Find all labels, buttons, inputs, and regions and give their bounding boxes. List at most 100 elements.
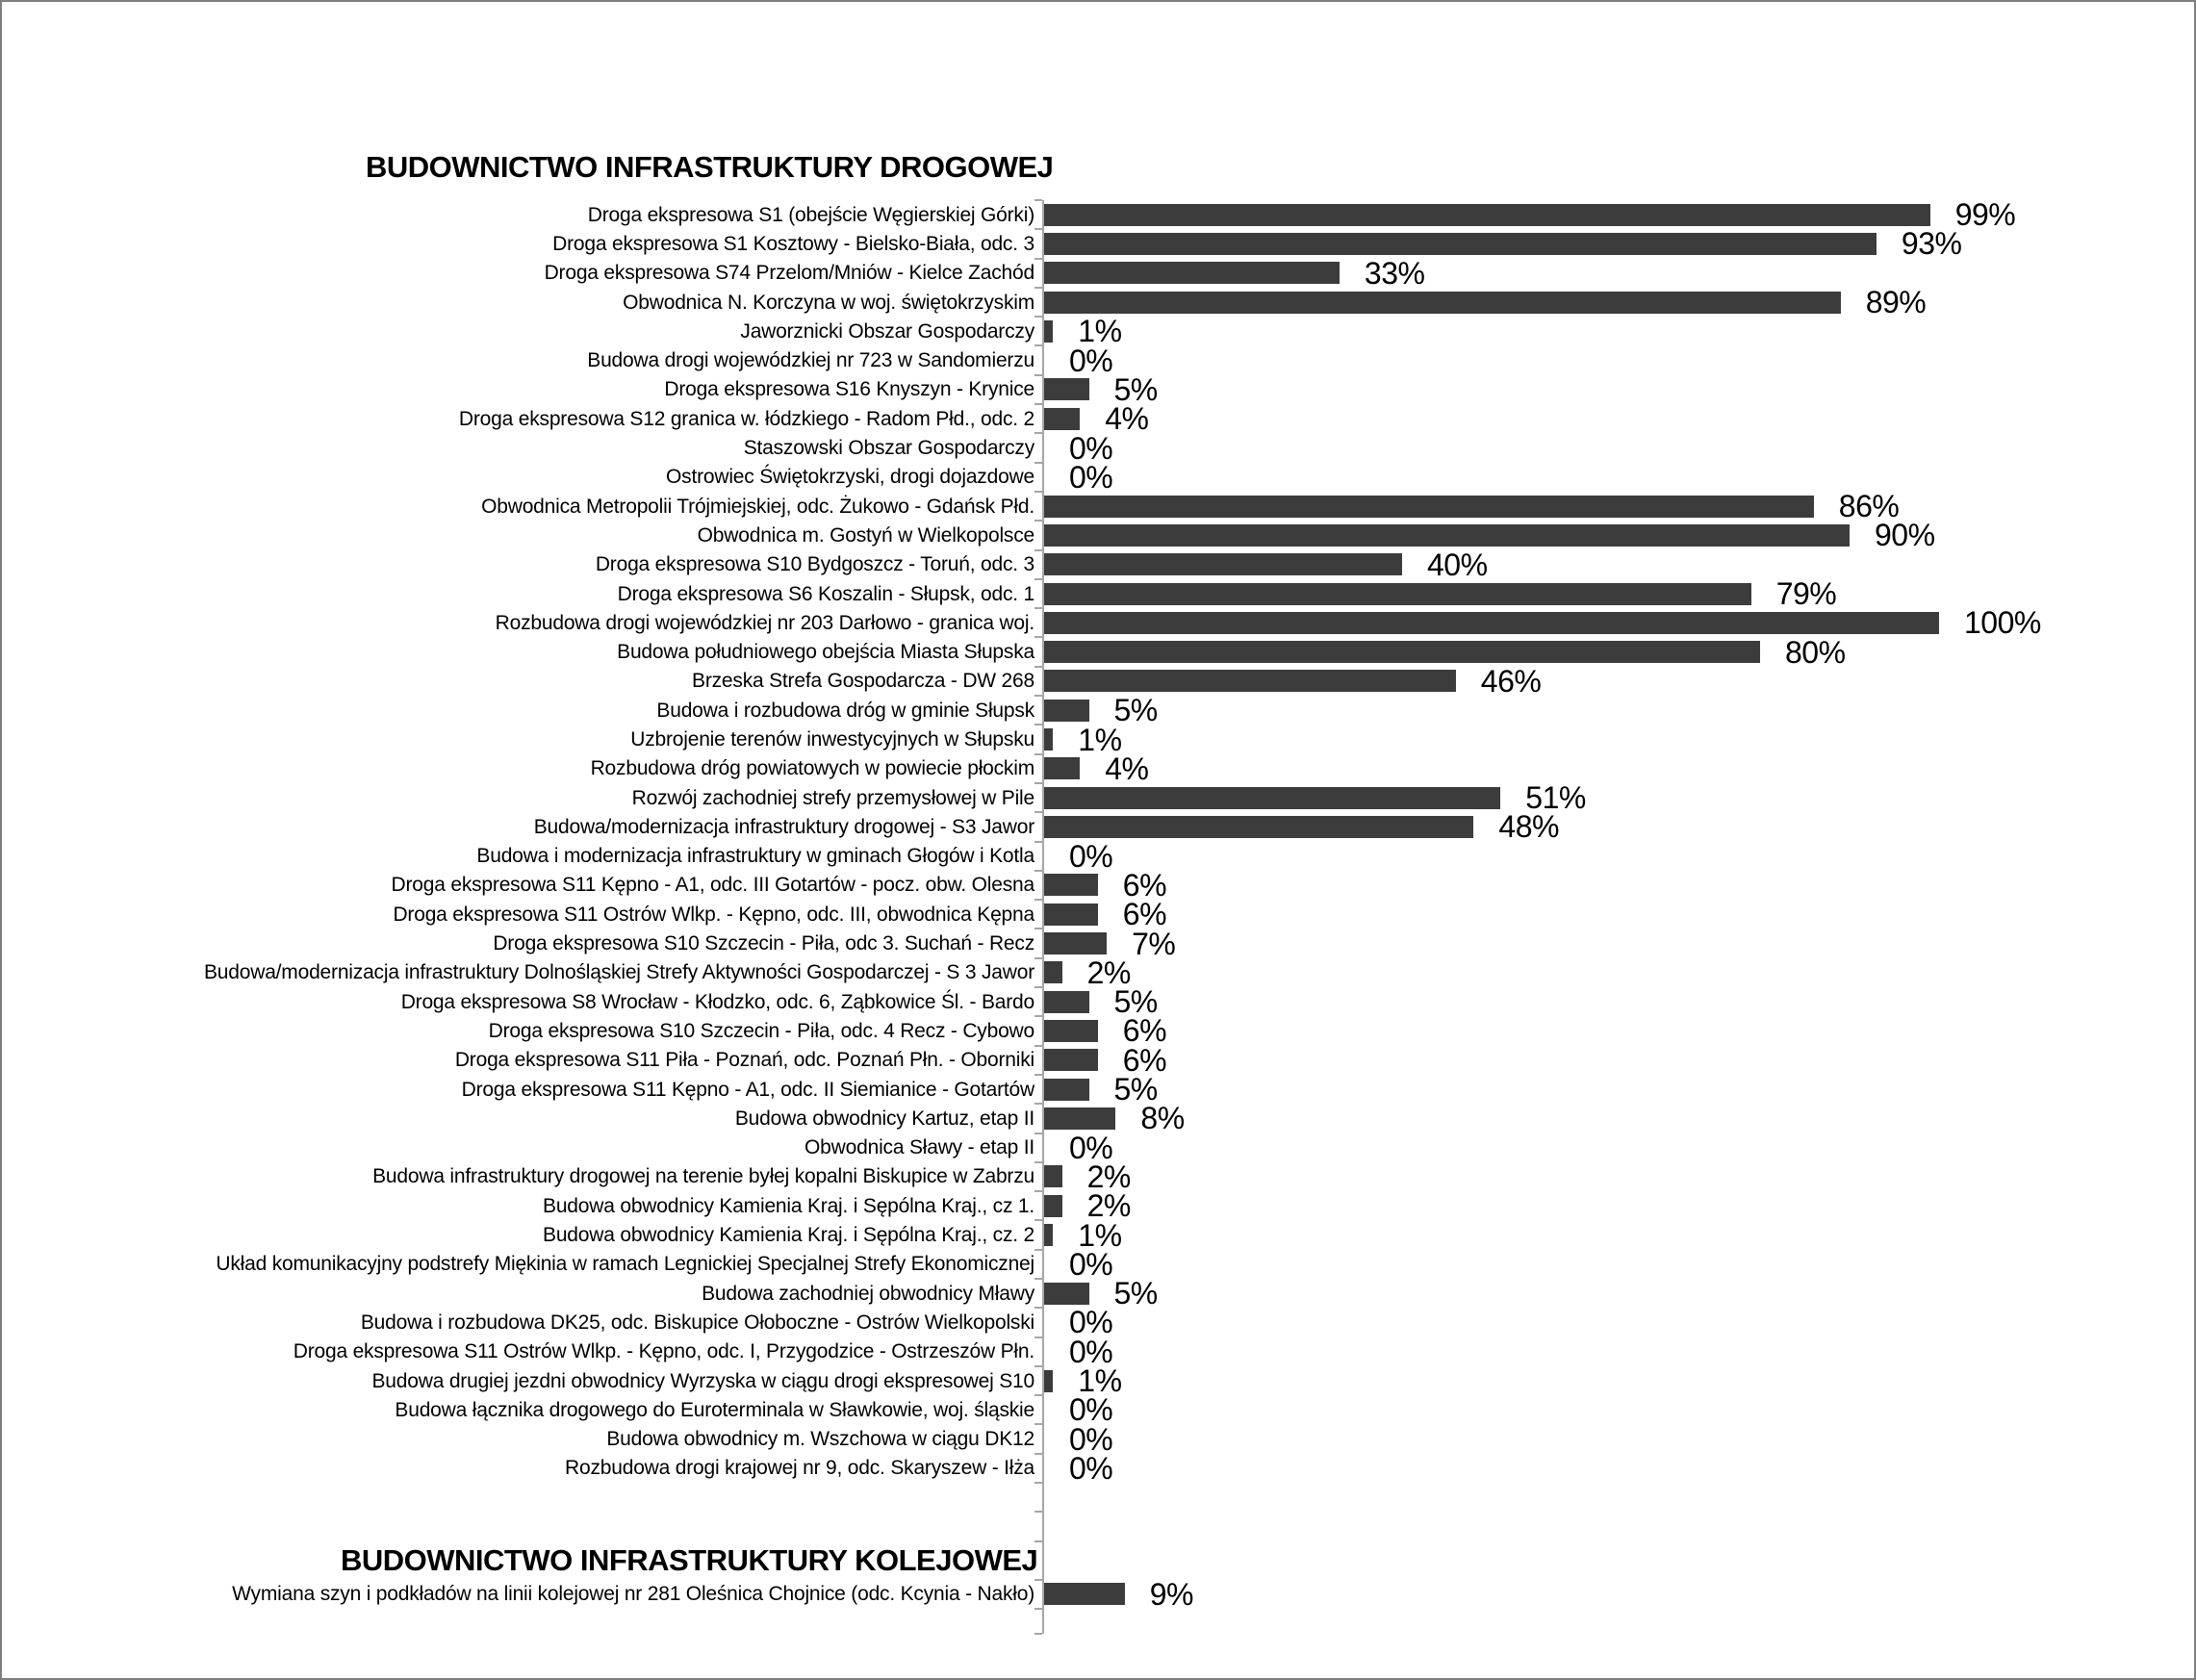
category-label: Układ komunikacyjny podstrefy Miękinia w… <box>216 1253 1034 1276</box>
plot-area: 0% <box>1034 1423 2194 1455</box>
category-label: Budowa i modernizacja infrastruktury w g… <box>476 845 1034 868</box>
category-label: Obwodnica Metropolii Trójmiejskiej, odc.… <box>481 495 1034 518</box>
category-label: Droga ekspresowa S1 (obejście Węgierskie… <box>587 203 1034 226</box>
section-title-row: BUDOWNICTWO INFRASTRUKTURY KOLEJOWEJ <box>2 1540 2194 1580</box>
bar-row: Droga ekspresowa S11 Kępno - A1, odc. II… <box>2 1072 2194 1107</box>
plot-area: 48% <box>1034 811 2194 842</box>
value-label: 5% <box>1113 1276 1159 1311</box>
bar <box>1044 553 1402 576</box>
value-label: 79% <box>1775 576 1837 612</box>
category-label: Droga ekspresowa S11 Kępno - A1, odc. II… <box>391 874 1035 897</box>
category-label: Brzeska Strefa Gospodarcza - DW 268 <box>692 670 1034 693</box>
bar-row: Układ komunikacyjny podstrefy Miękinia w… <box>2 1246 2194 1282</box>
value-label: 100% <box>1964 605 2041 641</box>
value-label: 1% <box>1078 314 1122 349</box>
value-label: 5% <box>1113 371 1159 407</box>
value-label: 89% <box>1865 285 1927 320</box>
category-label: Droga ekspresowa S10 Bydgoszcz - Toruń, … <box>595 553 1034 576</box>
category-label: Budowa obwodnicy Kamienia Kraj. i Sępóln… <box>543 1194 1034 1217</box>
bar-row: Brzeska Strefa Gospodarcza - DW 268 46% <box>2 663 2194 699</box>
bar <box>1044 378 1089 401</box>
value-label: 46% <box>1480 663 1542 699</box>
value-label: 5% <box>1113 1072 1159 1107</box>
section-gap <box>2 1511 2194 1541</box>
plot-area: 9% <box>1034 1578 2194 1610</box>
bar <box>1044 641 1760 664</box>
bar-row: Droga ekspresowa S10 Szczecin - Piła, od… <box>2 928 2194 959</box>
value-label: 5% <box>1113 693 1159 728</box>
value-label: 1% <box>1078 722 1122 757</box>
plot-area: 5% <box>1034 371 2194 407</box>
value-label: 0% <box>1069 1130 1113 1165</box>
value-label: 6% <box>1122 897 1167 932</box>
category-label: Obwodnica Sławy - etap II <box>804 1136 1034 1159</box>
bar-row: Budowa łącznika drogowego do Eurotermina… <box>2 1394 2194 1425</box>
plot-area: 99% <box>1034 198 2194 230</box>
category-label: Uzbrojenie terenów inwestycyjnych w Słup… <box>630 727 1034 751</box>
bar-row: Budowa drugiej jezdni obwodnicy Wyrzyska… <box>2 1363 2194 1399</box>
axis-segment <box>1034 1482 2194 1513</box>
category-label: Droga ekspresowa S11 Piła - Poznań, odc.… <box>454 1049 1034 1072</box>
bar-row: Jaworznicki Obszar Gospodarczy 1% <box>2 314 2194 349</box>
plot-area: 0% <box>1034 1394 2194 1425</box>
plot-area: 2% <box>1034 1190 2194 1221</box>
value-label: 0% <box>1069 1246 1113 1282</box>
category-label: Budowa infrastruktury drogowej na tereni… <box>372 1165 1034 1188</box>
value-label: 40% <box>1427 547 1488 582</box>
value-label: 0% <box>1069 1450 1113 1486</box>
plot-area: 46% <box>1034 663 2194 699</box>
bar-row: Budowa południowego obejścia Miasta Słup… <box>2 636 2194 668</box>
plot-area: 7% <box>1034 928 2194 959</box>
bar <box>1044 932 1108 955</box>
value-label: 0% <box>1069 430 1113 466</box>
bar-row: Droga ekspresowa S8 Wrocław - Kłodzko, o… <box>2 986 2194 1017</box>
section-title-rail: BUDOWNICTWO INFRASTRUKTURY KOLEJOWEJ <box>341 1543 1038 1578</box>
category-label: Droga ekspresowa S11 Ostrów Wlkp. - Kępn… <box>393 903 1034 926</box>
plot-area: 2% <box>1034 956 2194 988</box>
bar-row: Rozbudowa dróg powiatowych w powiecie pł… <box>2 751 2194 786</box>
category-label: Rozbudowa drogi krajowej nr 9, odc. Skar… <box>565 1457 1034 1480</box>
plot-area: 0% <box>1034 1336 2194 1367</box>
category-label: Budowa obwodnicy Kartuz, etap II <box>734 1107 1034 1130</box>
bar <box>1044 582 1751 605</box>
bar-row: Droga ekspresowa S1 (obejście Węgierskie… <box>2 198 2194 230</box>
value-label: 4% <box>1105 401 1149 437</box>
bar-row: Staszowski Obszar Gospodarczy 0% <box>2 430 2194 466</box>
plot-area: 1% <box>1034 722 2194 757</box>
category-label: Jaworznicki Obszar Gospodarczy <box>740 319 1034 343</box>
category-label: Droga ekspresowa S11 Ostrów Wlkp. - Kępn… <box>293 1340 1034 1363</box>
bar <box>1044 1019 1098 1042</box>
bar <box>1044 903 1098 926</box>
value-label: 0% <box>1069 459 1113 495</box>
plot-area: 0% <box>1034 1450 2194 1486</box>
plot-area: 5% <box>1034 986 2194 1017</box>
bar <box>1044 727 1054 751</box>
bar-row: Droga ekspresowa S11 Kępno - A1, odc. II… <box>2 869 2194 901</box>
bar-row: Obwodnica Metropolii Trójmiejskiej, odc.… <box>2 489 2194 524</box>
bar <box>1044 990 1089 1013</box>
bar-row: Rozwój zachodniej strefy przemysłowej w … <box>2 781 2194 813</box>
value-label: 2% <box>1086 1158 1132 1194</box>
category-label: Budowa obwodnicy m. Wszchowa w ciągu DK1… <box>606 1428 1034 1451</box>
value-label: 4% <box>1105 751 1149 786</box>
value-label: 6% <box>1122 1013 1167 1049</box>
plot-area: 8% <box>1034 1103 2194 1133</box>
plot-area: 5% <box>1034 1072 2194 1107</box>
plot-area: 40% <box>1034 547 2194 582</box>
category-label: Droga ekspresowa S8 Wrocław - Kłodzko, o… <box>400 990 1035 1013</box>
category-label: Budowa łącznika drogowego do Eurotermina… <box>395 1398 1034 1421</box>
bar <box>1044 611 1939 634</box>
value-label: 86% <box>1838 489 1900 524</box>
value-label: 1% <box>1078 1363 1122 1399</box>
axis-segment <box>1034 1607 2194 1635</box>
value-label: 93% <box>1901 226 1962 262</box>
bar <box>1044 1078 1089 1101</box>
plot-area: 0% <box>1034 430 2194 466</box>
category-label: Droga ekspresowa S1 Kosztowy - Bielsko-B… <box>552 232 1034 255</box>
bar-row: Budowa obwodnicy Kamienia Kraj. i Sępóln… <box>2 1190 2194 1221</box>
value-label: 6% <box>1122 1042 1167 1078</box>
bar <box>1044 407 1081 430</box>
category-label: Staszowski Obszar Gospodarczy <box>743 437 1035 460</box>
value-label: 0% <box>1069 1305 1113 1340</box>
category-label: Rozwój zachodniej strefy przemysłowej w … <box>631 786 1035 809</box>
